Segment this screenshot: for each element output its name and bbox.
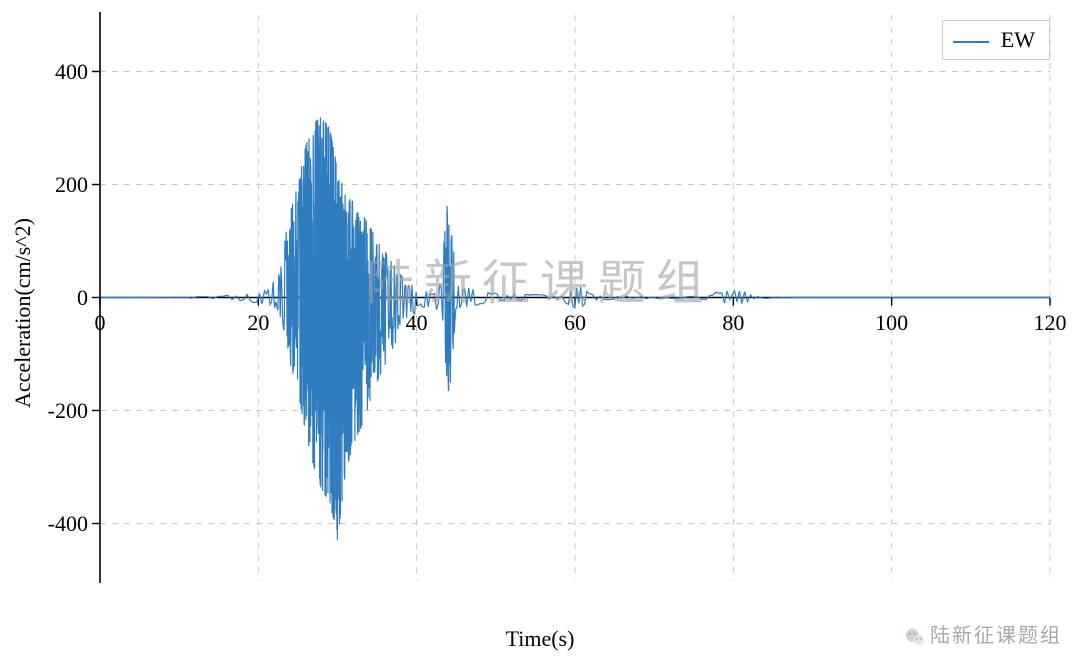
y-tick: 400 bbox=[55, 59, 88, 85]
x-tick: 80 bbox=[722, 310, 744, 336]
legend-line-sample bbox=[953, 41, 989, 43]
x-axis-label: Time(s) bbox=[506, 626, 575, 652]
y-tick: 0 bbox=[77, 285, 88, 311]
x-tick: 20 bbox=[247, 310, 269, 336]
x-tick: 60 bbox=[564, 310, 586, 336]
x-tick: 0 bbox=[95, 310, 106, 336]
x-tick: 100 bbox=[875, 310, 908, 336]
y-tick: 200 bbox=[55, 172, 88, 198]
legend: EW bbox=[942, 20, 1050, 60]
y-tick: -400 bbox=[48, 511, 88, 537]
legend-label: EW bbox=[1001, 27, 1035, 52]
chart-svg bbox=[0, 0, 1080, 662]
y-tick: -200 bbox=[48, 398, 88, 424]
y-axis-label: Acceleration(cm/s^2) bbox=[10, 218, 36, 408]
x-tick: 40 bbox=[406, 310, 428, 336]
x-tick: 120 bbox=[1034, 310, 1067, 336]
chart-container: Acceleration(cm/s^2) Time(s) 陆新征课题组 陆新征课… bbox=[0, 0, 1080, 662]
